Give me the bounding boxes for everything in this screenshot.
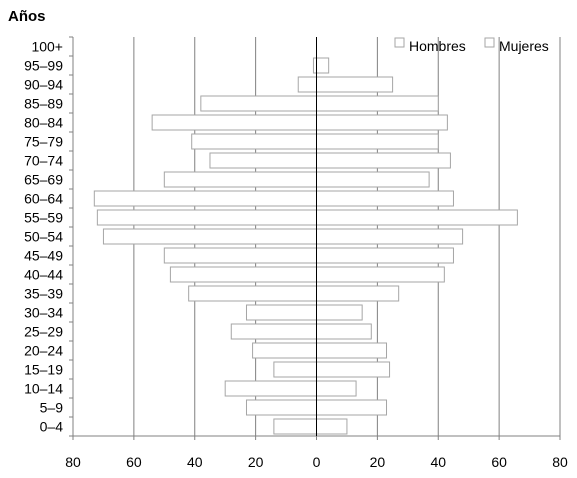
legend-swatch-hombres xyxy=(394,37,405,48)
bar-mujeres-3 xyxy=(316,361,391,378)
y-tick-label-16: 80‒84 xyxy=(24,115,63,131)
bar-mujeres-19 xyxy=(316,57,330,74)
legend-label-mujeres: Mujeres xyxy=(499,38,549,54)
x-tick-label-5: 20 xyxy=(370,454,386,470)
axes xyxy=(69,36,561,440)
bar-hombres-18 xyxy=(297,76,317,93)
bar-hombres-8 xyxy=(169,266,317,283)
bar-mujeres-6 xyxy=(316,304,363,321)
bars xyxy=(93,57,518,435)
bar-mujeres-17 xyxy=(316,95,439,112)
bar-hombres-6 xyxy=(245,304,317,321)
bar-mujeres-9 xyxy=(316,247,454,264)
bar-hombres-1 xyxy=(245,399,317,416)
legend: Hombres Mujeres xyxy=(394,37,549,54)
bar-hombres-15 xyxy=(191,133,317,150)
bar-hombres-4 xyxy=(252,342,318,359)
y-tick-label-5: 25‒29 xyxy=(24,324,63,340)
bar-hombres-0 xyxy=(273,418,318,435)
x-tick-label-2: 40 xyxy=(187,454,203,470)
bar-mujeres-10 xyxy=(316,228,464,245)
y-tick-label-0: 0‒4 xyxy=(40,419,64,435)
x-tick-label-1: 60 xyxy=(126,454,142,470)
bar-hombres-13 xyxy=(163,171,317,188)
bar-mujeres-11 xyxy=(316,209,518,226)
y-tick-label-9: 45‒49 xyxy=(24,248,63,264)
bar-mujeres-4 xyxy=(316,342,388,359)
bar-mujeres-14 xyxy=(316,152,451,169)
bar-mujeres-16 xyxy=(316,114,448,131)
bar-mujeres-0 xyxy=(316,418,348,435)
bar-mujeres-18 xyxy=(316,76,394,93)
bar-hombres-3 xyxy=(273,361,318,378)
bar-hombres-5 xyxy=(230,323,317,340)
y-tick-label-12: 60‒64 xyxy=(24,191,63,207)
y-tick-label-3: 15‒19 xyxy=(24,362,63,378)
y-tick-labels: 0‒4 5‒9 10‒14 15‒19 20‒24 25‒29 30‒34 35‒39 40‒4… xyxy=(24,39,63,435)
y-tick-label-4: 20‒24 xyxy=(24,343,63,359)
y-tick-label-7: 35‒39 xyxy=(24,286,63,302)
y-tick-label-8: 40‒44 xyxy=(24,267,63,283)
y-tick-label-13: 65‒69 xyxy=(24,172,63,188)
bar-mujeres-8 xyxy=(316,266,445,283)
bar-mujeres-15 xyxy=(316,133,439,150)
y-tick-label-19: 95‒99 xyxy=(24,58,63,74)
x-tick-label-6: 40 xyxy=(430,454,446,470)
y-tick-label-18: 90‒94 xyxy=(24,77,63,93)
bar-mujeres-7 xyxy=(316,285,400,302)
y-tick-label-20: 100+ xyxy=(31,39,63,55)
bar-hombres-17 xyxy=(200,95,317,112)
bar-hombres-7 xyxy=(188,285,318,302)
x-tick-label-0: 80 xyxy=(65,454,81,470)
legend-label-hombres: Hombres xyxy=(409,38,466,54)
bar-hombres-2 xyxy=(224,380,317,397)
x-tick-label-3: 20 xyxy=(248,454,264,470)
y-tick-label-2: 10‒14 xyxy=(24,381,63,397)
y-tick-label-14: 70‒74 xyxy=(24,153,63,169)
bar-hombres-9 xyxy=(163,247,317,264)
bar-hombres-10 xyxy=(102,228,317,245)
bar-hombres-12 xyxy=(93,190,318,207)
y-tick-label-1: 5‒9 xyxy=(40,400,64,416)
bar-mujeres-13 xyxy=(316,171,430,188)
bar-mujeres-1 xyxy=(316,399,388,416)
x-tick-label-4: 0 xyxy=(313,454,321,470)
y-tick-label-11: 55‒59 xyxy=(24,210,63,226)
y-tick-label-6: 30‒34 xyxy=(24,305,63,321)
legend-swatch-mujeres xyxy=(484,37,495,48)
bar-mujeres-5 xyxy=(316,323,372,340)
y-tick-label-10: 50‒54 xyxy=(24,229,63,245)
bar-hombres-14 xyxy=(209,152,317,169)
bar-mujeres-2 xyxy=(316,380,357,397)
y-tick-label-15: 75‒79 xyxy=(24,134,63,150)
page-title: Años xyxy=(8,8,46,25)
y-tick-label-17: 85‒89 xyxy=(24,96,63,112)
x-tick-label-7: 60 xyxy=(491,454,507,470)
bar-hombres-16 xyxy=(151,114,317,131)
x-tick-label-8: 80 xyxy=(552,454,568,470)
bar-hombres-11 xyxy=(96,209,317,226)
bar-mujeres-12 xyxy=(316,190,454,207)
x-tick-labels: 80 60 40 20 0 20 40 60 80 xyxy=(65,454,568,470)
